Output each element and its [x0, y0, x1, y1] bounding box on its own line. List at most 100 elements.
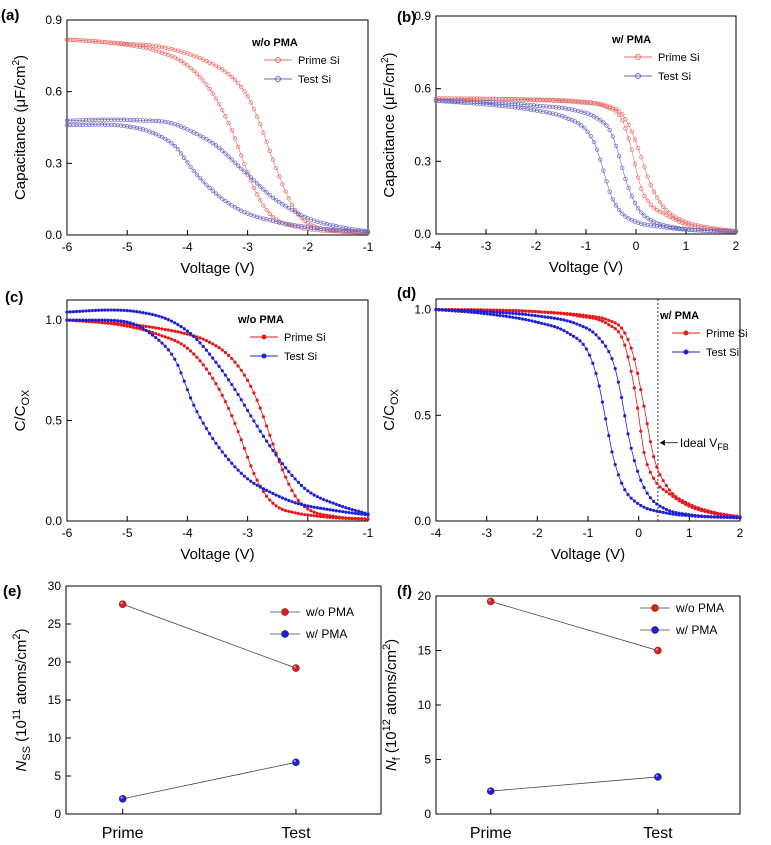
data-point	[562, 329, 566, 333]
data-point	[559, 317, 563, 321]
data-point	[154, 313, 158, 317]
data-point	[118, 41, 124, 46]
y-tick-label: 20	[418, 589, 432, 603]
data-point	[478, 99, 483, 104]
y-tick-label: 0.6	[414, 82, 431, 96]
data-point	[182, 155, 187, 160]
label-part: F/cm	[381, 63, 398, 96]
data-point	[118, 600, 127, 609]
data-point	[331, 508, 335, 512]
data-point	[93, 122, 98, 127]
data-point	[147, 118, 152, 123]
data-point	[706, 514, 710, 519]
data-point	[216, 194, 222, 199]
data-point	[140, 118, 146, 123]
data-point	[733, 229, 739, 234]
data-point	[594, 315, 598, 319]
x-tick-label: 1	[683, 239, 690, 253]
x-tick-label: -5	[122, 526, 133, 540]
data-point	[93, 39, 98, 44]
subscript: SS	[21, 746, 33, 761]
data-point	[343, 228, 348, 233]
data-point	[147, 325, 151, 329]
data-point	[702, 228, 707, 233]
data-point	[258, 198, 263, 203]
data-point	[163, 344, 167, 348]
panel-f-series: Prime Test	[470, 597, 673, 842]
data-point	[629, 496, 633, 500]
data-point	[303, 503, 307, 507]
data-point	[635, 206, 641, 211]
data-point	[527, 318, 531, 322]
data-point	[115, 40, 120, 46]
data-point	[686, 227, 691, 232]
data-point	[700, 507, 704, 511]
reverse-sweep-line	[436, 98, 737, 232]
data-point	[137, 44, 143, 49]
data-point	[268, 433, 272, 437]
data-point	[610, 134, 615, 139]
reverse-sweep-line	[66, 119, 369, 232]
y-tick-label: 25	[48, 617, 62, 631]
data-point	[607, 127, 612, 133]
data-point	[560, 105, 565, 111]
data-point	[497, 100, 502, 105]
data-point	[293, 494, 297, 498]
data-point	[96, 117, 101, 122]
plot-frame	[66, 19, 369, 236]
data-point	[365, 229, 371, 234]
data-point	[478, 96, 483, 101]
data-point	[64, 118, 70, 123]
data-point	[93, 308, 98, 312]
data-point	[102, 122, 108, 127]
data-point	[582, 125, 587, 131]
data-point	[344, 506, 348, 510]
data-point	[581, 324, 585, 329]
x-axis-label: Voltage (V)	[180, 260, 254, 277]
data-point	[287, 498, 291, 503]
data-point	[460, 308, 464, 313]
data-point	[437, 96, 442, 101]
data-point	[286, 206, 291, 211]
data-point	[617, 154, 622, 159]
reverse-sweep-line	[436, 309, 741, 518]
data-point	[318, 496, 323, 500]
data-point	[147, 312, 151, 316]
data-point	[284, 508, 288, 513]
data-point	[198, 359, 202, 363]
data-point	[131, 309, 136, 313]
data-point	[613, 109, 619, 114]
data-point	[594, 333, 598, 337]
data-point	[604, 179, 609, 184]
data-point	[725, 513, 729, 517]
data-point	[651, 223, 657, 228]
data-point	[538, 109, 543, 114]
data-point	[211, 342, 215, 346]
data-point	[80, 38, 85, 43]
data-point	[600, 340, 605, 344]
data-point	[629, 446, 633, 450]
data-point	[239, 166, 244, 171]
data-point	[302, 224, 307, 229]
data-point	[236, 429, 240, 434]
data-point	[645, 506, 649, 511]
data-point	[484, 96, 489, 101]
data-point	[512, 101, 518, 106]
data-point	[273, 197, 279, 203]
data-point	[479, 309, 483, 313]
forward-sweep-line	[436, 309, 741, 518]
data-point	[511, 311, 515, 315]
data-point	[610, 324, 614, 329]
legend-marker	[281, 630, 289, 638]
data-point	[683, 226, 688, 232]
data-point	[216, 101, 222, 107]
data-point	[328, 508, 332, 512]
panel-d-axes: 0.0 0.5 1.0 -4 -3 -2 -1 0 1 2 Voltage (V) (d) C/COX I…	[381, 285, 744, 563]
data-point	[252, 419, 256, 423]
data-point	[616, 330, 621, 334]
data-point	[482, 309, 486, 314]
data-point	[604, 417, 608, 421]
data-point	[198, 341, 202, 345]
data-point	[629, 129, 634, 134]
data-point	[722, 515, 726, 519]
